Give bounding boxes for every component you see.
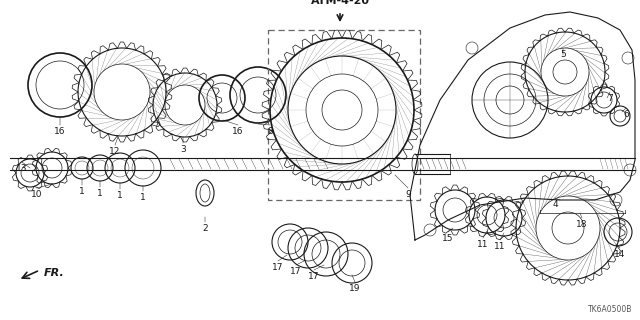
- Text: 18: 18: [576, 220, 588, 229]
- Text: 13: 13: [16, 164, 28, 173]
- Text: 1: 1: [79, 187, 85, 196]
- Text: 9: 9: [405, 190, 411, 199]
- Text: 11: 11: [494, 242, 506, 251]
- Text: 15: 15: [442, 234, 454, 243]
- Text: 1: 1: [140, 193, 146, 202]
- Text: 12: 12: [109, 147, 121, 156]
- Text: 1: 1: [117, 191, 123, 200]
- Bar: [268, 30, 420, 200]
- Text: FR.: FR.: [44, 268, 65, 278]
- Text: 2: 2: [202, 224, 208, 233]
- Text: 17: 17: [272, 263, 284, 272]
- Text: 5: 5: [560, 50, 566, 59]
- Text: ATM-4-20: ATM-4-20: [310, 0, 369, 6]
- Text: 4: 4: [552, 200, 558, 209]
- Text: 17: 17: [291, 267, 301, 276]
- Text: 19: 19: [349, 284, 361, 293]
- Text: 6: 6: [623, 110, 629, 119]
- Text: 3: 3: [180, 145, 186, 154]
- Text: 16: 16: [54, 127, 66, 136]
- Text: 11: 11: [477, 240, 489, 249]
- Text: 10: 10: [31, 190, 43, 199]
- Text: 7: 7: [607, 94, 613, 103]
- Text: TK6A0500B: TK6A0500B: [588, 305, 632, 314]
- Text: 8: 8: [267, 127, 273, 136]
- Text: 14: 14: [614, 250, 626, 259]
- Text: 17: 17: [308, 272, 320, 281]
- Text: 16: 16: [232, 127, 244, 136]
- Text: 1: 1: [97, 189, 103, 198]
